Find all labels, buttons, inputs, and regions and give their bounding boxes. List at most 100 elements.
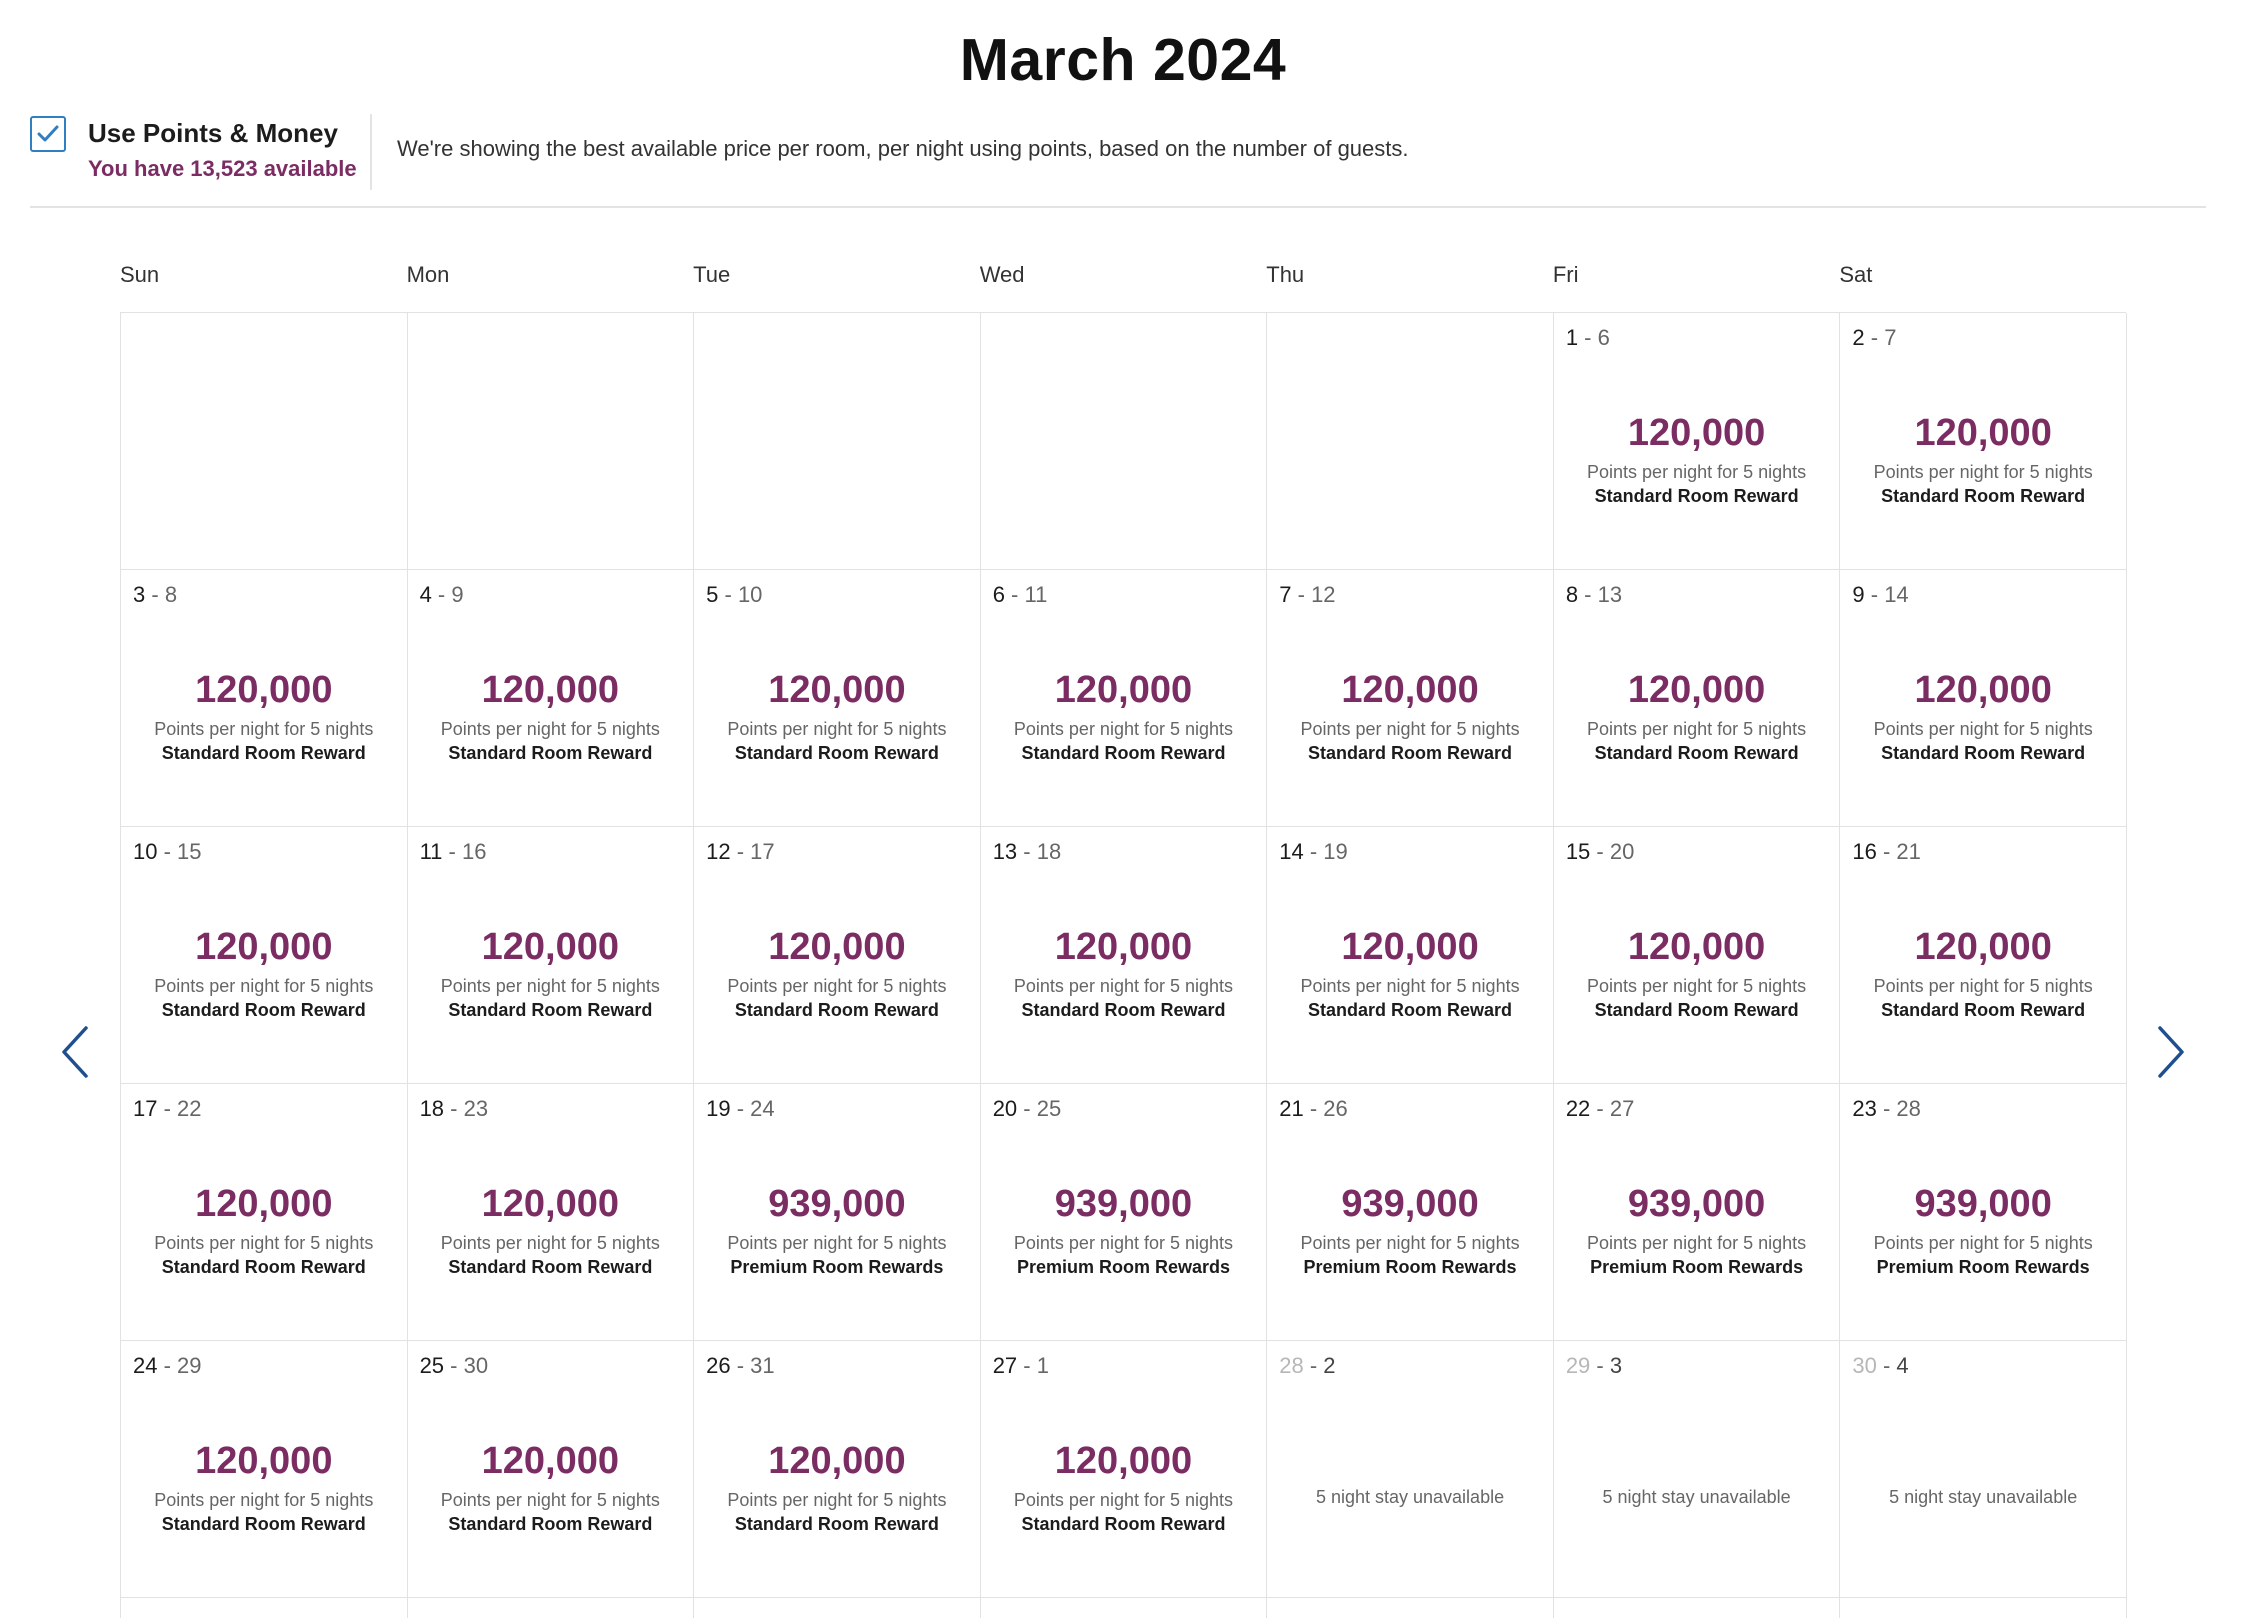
- calendar-cell[interactable]: 22 - 27 939,000 Points per night for 5 nig…: [1553, 1084, 1841, 1341]
- date-separator: -: [1017, 1353, 1037, 1378]
- check-out-day: 7: [1884, 325, 1897, 350]
- calendar-cell[interactable]: 23 - 28 939,000 Points per night for 5 nig…: [1840, 1084, 2127, 1341]
- per-night-label: Points per night for 5 nights: [1013, 719, 1234, 739]
- calendar-cell-empty: [1267, 313, 1554, 570]
- previous-month-button[interactable]: [56, 1022, 96, 1082]
- reward-type: Standard Room Reward: [734, 1514, 939, 1534]
- date-separator: -: [1303, 839, 1324, 864]
- date-separator: -: [1303, 1096, 1324, 1121]
- check-out-day: 21: [1896, 839, 1921, 864]
- weekday-mon: Mon: [406, 262, 450, 287]
- stay-dates: 26 - 31: [706, 1353, 775, 1379]
- check-out-day: 25: [1036, 1096, 1062, 1121]
- reward-type: Standard Room Reward: [161, 1000, 366, 1020]
- check-in-day: 26: [706, 1353, 731, 1378]
- stay-dates: 8 - 13: [1566, 582, 1622, 608]
- weekday-tue: Tue: [693, 262, 731, 287]
- points-price: 939,000: [1914, 1183, 2052, 1225]
- reward-type: Premium Room Rewards: [1590, 1257, 1804, 1277]
- calendar-grid: 1 - 6 120,000 Points per night for 5 night…: [120, 312, 2127, 1598]
- check-in-day: 6: [992, 582, 1005, 607]
- calendar-cell[interactable]: 8 - 13 120,000 Points per night for 5 nigh…: [1553, 570, 1841, 827]
- calendar-cell[interactable]: 3 - 8 120,000 Points per night for 5 night…: [121, 570, 408, 827]
- calendar-cell[interactable]: 2 - 7 120,000 Points per night for 5 night…: [1840, 313, 2127, 570]
- calendar-cell[interactable]: 7 - 12 120,000 Points per night for 5 nigh…: [1267, 570, 1554, 827]
- stay-dates: 21 - 26: [1279, 1096, 1348, 1122]
- calendar-cell[interactable]: 13 - 18 120,000 Points per night for 5 nig…: [980, 827, 1268, 1084]
- calendar-cell[interactable]: 18 - 23 120,000 Points per night for 5 nig…: [407, 1084, 695, 1341]
- stay-dates: 11 - 16: [420, 839, 487, 865]
- calendar-cell[interactable]: 11 - 16 120,000 Points per night for 5 nig…: [407, 827, 695, 1084]
- check-out-day: 19: [1323, 839, 1348, 864]
- per-night-label: Points per night for 5 nights: [154, 1233, 374, 1253]
- calendar-cell[interactable]: 15 - 20 120,000 Points per night for 5 nig…: [1553, 827, 1841, 1084]
- calendar-cell[interactable]: 10 - 15 120,000 Points per night for 5 nig…: [121, 827, 408, 1084]
- stay-dates: 6 - 11: [993, 582, 1048, 608]
- calendar-cell[interactable]: 21 - 26 939,000 Points per night for 5 nig…: [1267, 1084, 1554, 1341]
- points-price: 120,000: [195, 1440, 333, 1482]
- per-night-label: Points per night for 5 nights: [727, 1490, 947, 1510]
- points-price: 120,000: [481, 669, 620, 711]
- points-price: 120,000: [1054, 1440, 1193, 1482]
- check-out-day: 2: [1323, 1353, 1336, 1378]
- check-out-day: 26: [1323, 1096, 1348, 1121]
- stay-dates: 25 - 30: [420, 1353, 489, 1379]
- check-out-day: 23: [463, 1096, 489, 1121]
- reward-type: Premium Room Rewards: [1016, 1257, 1230, 1277]
- date-separator: -: [1004, 582, 1025, 607]
- check-in-day: 15: [1565, 839, 1591, 864]
- use-points-checkbox[interactable]: [30, 116, 66, 152]
- weekday-header-row: Sun Mon Tue Wed Thu Fri Sat: [120, 262, 2126, 312]
- check-out-day: 16: [461, 839, 487, 864]
- calendar-cell[interactable]: 17 - 22 120,000 Points per night for 5 nig…: [121, 1084, 408, 1341]
- calendar-cell[interactable]: 6 - 11 120,000 Points per night for 5 nigh…: [980, 570, 1268, 827]
- calendar-cell[interactable]: 20 - 25 939,000 Points per night for 5 nig…: [980, 1084, 1268, 1341]
- calendar-cell[interactable]: 16 - 21 120,000 Points per night for 5 nig…: [1840, 827, 2127, 1084]
- date-separator: -: [1578, 582, 1598, 607]
- per-night-label: Points per night for 5 nights: [1013, 1233, 1234, 1253]
- per-night-label: Points per night for 5 nights: [1587, 462, 1807, 482]
- calendar-cell[interactable]: 27 - 1 120,000 Points per night for 5 nigh…: [980, 1341, 1268, 1598]
- check-in-day: 18: [419, 1096, 445, 1121]
- calendar-cell[interactable]: 12 - 17 120,000 Points per night for 5 nig…: [694, 827, 981, 1084]
- per-night-label: Points per night for 5 nights: [154, 719, 374, 739]
- check-in-day: 25: [419, 1353, 445, 1378]
- calendar-cell[interactable]: 25 - 30 120,000 Points per night for 5 nig…: [407, 1341, 695, 1598]
- calendar-cell-empty: [121, 313, 408, 570]
- checkmark-icon: [37, 125, 59, 142]
- calendar-cell[interactable]: 30 - 4 5 night stay unavailable: [1840, 1341, 2127, 1598]
- points-price: 120,000: [1054, 669, 1193, 711]
- date-separator: -: [730, 1096, 751, 1121]
- stay-dates: 1 - 6: [1566, 325, 1610, 351]
- per-night-label: Points per night for 5 nights: [1587, 719, 1807, 739]
- calendar-cell[interactable]: 9 - 14 120,000 Points per night for 5 nigh…: [1840, 570, 2127, 827]
- use-points-label[interactable]: Use Points & Money: [88, 118, 338, 148]
- weekday-wed: Wed: [979, 262, 1025, 287]
- calendar-cell-empty: [980, 313, 1268, 570]
- points-price: 120,000: [1054, 926, 1193, 968]
- check-out-day: 3: [1609, 1353, 1623, 1378]
- calendar-cell[interactable]: 24 - 29 120,000 Points per night for 5 nig…: [121, 1341, 408, 1598]
- per-night-label: Points per night for 5 nights: [154, 976, 374, 996]
- calendar-cell[interactable]: 29 - 3 5 night stay unavailable: [1553, 1341, 1841, 1598]
- calendar-cell[interactable]: 26 - 31 120,000 Points per night for 5 nig…: [694, 1341, 981, 1598]
- weekday-thu: Thu: [1266, 262, 1305, 287]
- check-out-day: 12: [1311, 582, 1336, 607]
- calendar-cell[interactable]: 1 - 6 120,000 Points per night for 5 night…: [1553, 313, 1841, 570]
- check-in-day: 27: [992, 1353, 1018, 1378]
- calendar-cell[interactable]: 5 - 10 120,000 Points per night for 5 nigh…: [694, 570, 981, 827]
- date-separator: -: [1017, 1096, 1037, 1121]
- points-price: 120,000: [1914, 926, 2052, 968]
- next-month-button[interactable]: [2150, 1022, 2190, 1082]
- per-night-label: Points per night for 5 nights: [1013, 1490, 1234, 1510]
- check-out-day: 24: [750, 1096, 775, 1121]
- calendar-cell[interactable]: 19 - 24 939,000 Points per night for 5 nig…: [694, 1084, 981, 1341]
- stay-dates: 5 - 10: [706, 582, 762, 608]
- calendar-cell[interactable]: 14 - 19 120,000 Points per night for 5 nig…: [1267, 827, 1554, 1084]
- date-separator: -: [1864, 325, 1885, 350]
- date-separator: -: [442, 839, 462, 864]
- check-in-day: 2: [1852, 325, 1865, 350]
- calendar-cell[interactable]: 4 - 9 120,000 Points per night for 5 night…: [407, 570, 695, 827]
- reward-type: Premium Room Rewards: [1876, 1257, 2090, 1277]
- calendar-cell[interactable]: 28 - 2 5 night stay unavailable: [1267, 1341, 1554, 1598]
